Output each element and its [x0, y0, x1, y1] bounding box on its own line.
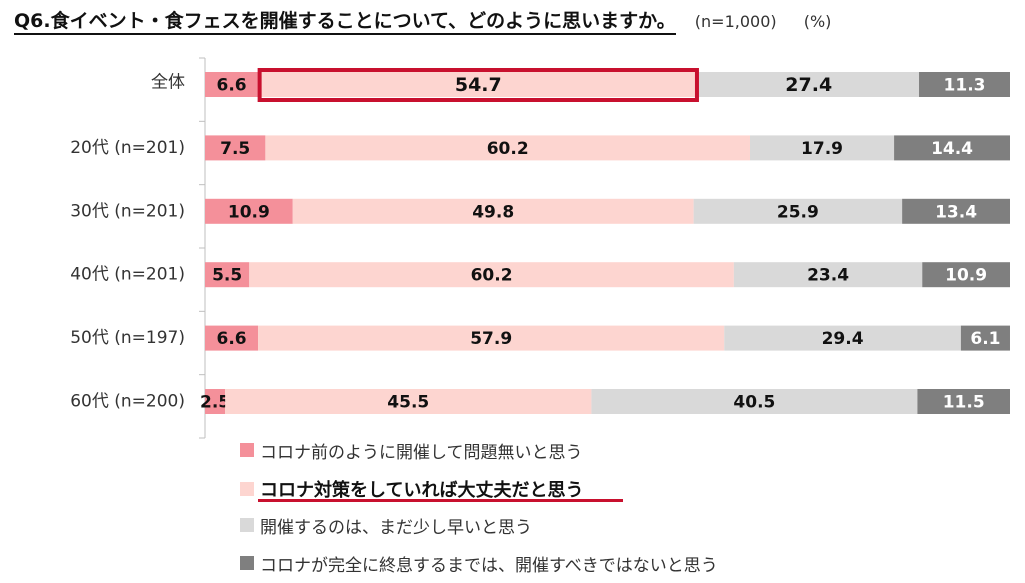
bar-segment [698, 72, 920, 97]
data-label: 11.5 [943, 393, 985, 413]
axis-layer [199, 57, 206, 439]
data-label: 14.4 [931, 139, 973, 159]
bar-segment [960, 325, 1010, 351]
bar-segment [205, 198, 293, 224]
legend-swatch [240, 518, 254, 532]
category-label: 50代 (n=197) [70, 328, 185, 348]
data-label: 49.8 [472, 202, 514, 222]
data-label: 23.4 [807, 266, 849, 286]
category-label: 20代 (n=201) [70, 138, 185, 158]
legend-label: コロナが完全に終息するまでは、開催すべきではないと思う [260, 555, 718, 576]
chart-title: Q6.食イベント・食フェスを開催することについて、どのように思いますか。 [14, 10, 676, 35]
chart-title-bar: Q6.食イベント・食フェスを開催することについて、どのように思いますか。 (n=… [14, 6, 831, 36]
data-label: 6.6 [216, 329, 246, 349]
bars-layer: 6.6 54.7 27.4 11.3 7.5 60.2 17.9 14.4 10.9 49.8 25… [200, 68, 1010, 414]
data-label: 60.2 [487, 139, 529, 159]
legend-label: コロナ前のように開催して問題無いと思う [260, 442, 583, 463]
bar-segment [258, 72, 699, 97]
category-labels: 全体 20代 (n=201) 30代 (n=201) 40代 (n=201) 50代 (… [70, 73, 185, 412]
bar-segment [205, 262, 250, 288]
category-label: 30代 (n=201) [70, 201, 185, 221]
bar-segment [749, 135, 895, 161]
legend-label: コロナ対策をしていれば大丈夫だと思う [260, 480, 584, 501]
data-label: 27.4 [785, 74, 832, 96]
bar-segment [292, 198, 694, 224]
data-label: 7.5 [220, 139, 250, 159]
bar-segment [205, 72, 259, 97]
data-label: 29.4 [822, 329, 864, 349]
bar-segment [902, 198, 1010, 224]
data-label: 60.2 [471, 266, 513, 286]
legend-swatch [240, 443, 254, 457]
bar-segment [693, 198, 903, 224]
data-label: 10.9 [945, 266, 987, 286]
legend-emphasis-underline [258, 499, 623, 502]
bar-segment [225, 389, 592, 414]
data-label: 25.9 [777, 202, 819, 222]
bar-segment [249, 262, 734, 288]
data-label: 57.9 [470, 329, 512, 349]
bar-segment [733, 262, 923, 288]
data-label: 45.5 [387, 393, 429, 413]
bar-segment [205, 389, 226, 414]
data-label: 17.9 [801, 139, 843, 159]
data-label: 5.5 [212, 266, 242, 286]
legend-item: コロナが完全に終息するまでは、開催すべきではないと思う [240, 551, 718, 576]
legend-item: 開催するのは、まだ少し早いと思う [240, 513, 532, 538]
data-label: 6.6 [216, 76, 246, 96]
data-label: 13.4 [935, 202, 977, 222]
bar-segment [919, 72, 1010, 97]
legend-label: 開催するのは、まだ少し早いと思う [260, 517, 532, 538]
legend-item: コロナ前のように開催して問題無いと思う [240, 438, 583, 463]
bar-segment [258, 325, 725, 351]
data-label: 40.5 [733, 393, 775, 413]
data-label: 10.9 [228, 202, 270, 222]
highlight-box [257, 68, 699, 102]
bar-segment [894, 135, 1010, 161]
bar-segment [917, 389, 1010, 414]
bar-segment [205, 135, 266, 161]
bar-segment [205, 325, 259, 351]
legend-item: コロナ対策をしていれば大丈夫だと思う [240, 477, 583, 501]
data-label: 2.5 [200, 393, 230, 413]
data-label: 11.3 [944, 76, 986, 96]
unit-note: (%) [803, 12, 832, 31]
category-label: 全体 [151, 73, 185, 93]
legend-swatch [240, 556, 254, 570]
category-label: 40代 (n=201) [70, 265, 185, 285]
category-label: 60代 (n=200) [70, 392, 185, 412]
bar-segment [724, 325, 961, 351]
legend-swatch [240, 482, 254, 496]
data-label: 6.1 [970, 329, 1000, 349]
sample-size-note: (n=1,000) [694, 12, 777, 31]
bar-segment [591, 389, 918, 414]
data-label: 54.7 [455, 74, 502, 96]
bar-segment [922, 262, 1010, 288]
bar-segment [265, 135, 750, 161]
